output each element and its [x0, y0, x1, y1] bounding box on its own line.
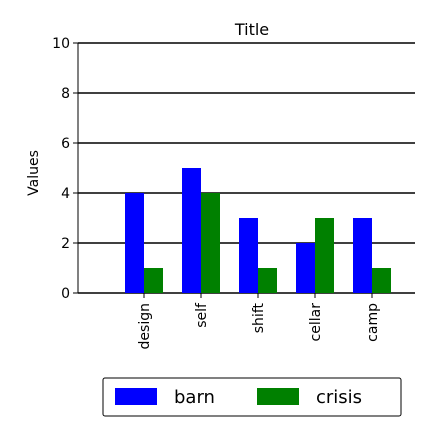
bar-crisis-design — [144, 268, 163, 293]
y-tick-label: 0 — [61, 286, 70, 302]
bar-crisis-self — [201, 193, 220, 293]
legend-frame — [102, 377, 402, 417]
x-tick-labels: design self shift cellar camp — [137, 293, 381, 349]
bar-barn-design — [125, 193, 144, 293]
bar-crisis-cellar — [315, 218, 334, 293]
bar-barn-cellar — [296, 243, 315, 293]
bars — [125, 168, 391, 293]
y-tick-labels: 0 2 4 6 8 10 — [52, 36, 78, 302]
legend-swatch-crisis — [257, 388, 299, 405]
legend-label-barn: barn — [174, 387, 215, 408]
y-tick-label: 8 — [61, 86, 70, 102]
legend: barn crisis — [102, 377, 402, 417]
x-tick-label-shift: shift — [251, 302, 267, 333]
x-tick-label-cellar: cellar — [308, 303, 324, 342]
bar-barn-shift — [239, 218, 258, 293]
chart-title: Title — [234, 20, 269, 39]
bar-crisis-camp — [372, 268, 391, 293]
legend-swatch-barn — [115, 388, 157, 405]
y-tick-label: 6 — [61, 136, 70, 152]
y-axis-label: Values — [26, 150, 42, 196]
bar-barn-self — [182, 168, 201, 293]
y-tick-label: 10 — [52, 36, 70, 52]
x-tick-label-self: self — [194, 302, 210, 328]
y-tick-label: 4 — [61, 186, 70, 202]
bar-crisis-shift — [258, 268, 277, 293]
x-tick-label-camp: camp — [365, 303, 381, 342]
legend-label-crisis: crisis — [316, 387, 362, 408]
x-tick-label-design: design — [137, 303, 153, 349]
y-tick-label: 2 — [61, 236, 70, 252]
bar-barn-camp — [353, 218, 372, 293]
